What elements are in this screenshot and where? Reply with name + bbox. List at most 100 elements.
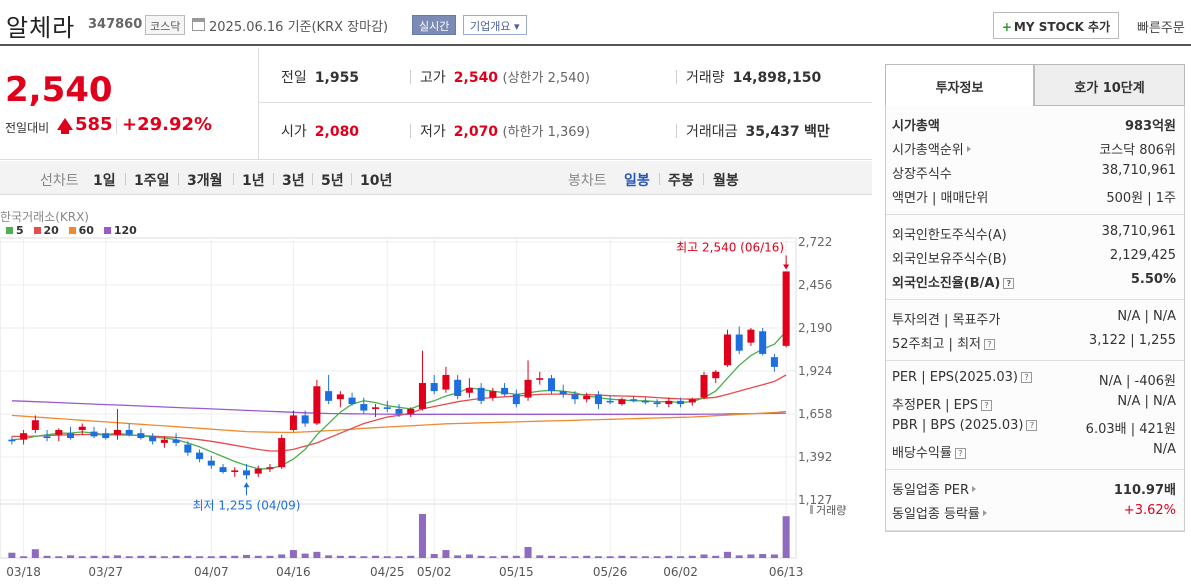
candle-body bbox=[231, 470, 239, 473]
x-tick-label: 06/02 bbox=[663, 565, 698, 579]
volume-label: 거래량 bbox=[816, 504, 846, 517]
candle-body bbox=[477, 387, 485, 401]
tab-3y[interactable]: 3년 bbox=[282, 173, 305, 189]
quick-order-link[interactable]: 빠른주문 bbox=[1137, 21, 1185, 36]
info-label[interactable]: 동일업종 PER bbox=[892, 479, 977, 498]
volume-bar bbox=[160, 556, 168, 558]
realtime-button[interactable]: 실시간 bbox=[412, 15, 457, 35]
info-row: 투자의견 | 목표주가 N/A | N/A bbox=[892, 306, 1178, 330]
candle-body bbox=[348, 397, 356, 405]
candle-body bbox=[618, 399, 626, 405]
tab-daily[interactable]: 일봉 bbox=[624, 173, 650, 189]
chart-period-tabs: 선차트 1일 1주일 3개월 1년 3년 5년 10년 봉차트 일봉 주봉 월봉 bbox=[0, 161, 872, 195]
y-tick-label: 2,722 bbox=[798, 235, 832, 249]
candle-body bbox=[219, 467, 227, 473]
divider bbox=[125, 173, 126, 185]
tab-monthly[interactable]: 월봉 bbox=[713, 173, 739, 189]
tab-5y[interactable]: 5년 bbox=[321, 173, 344, 189]
tab-10y[interactable]: 10년 bbox=[360, 173, 393, 189]
help-icon[interactable]: ? bbox=[954, 448, 966, 459]
info-row: PER | EPS(2025.03)? N/A | -406원 bbox=[892, 367, 1178, 391]
tab-1d[interactable]: 1일 bbox=[93, 173, 116, 189]
info-value: 110.97배 bbox=[1113, 483, 1176, 498]
volume-bar bbox=[770, 554, 778, 558]
volume-bar bbox=[383, 556, 391, 558]
help-icon[interactable]: ? bbox=[1026, 420, 1038, 431]
turnover: 거래대금 35,437 백만 bbox=[686, 124, 830, 140]
info-label: 배당수익률? bbox=[892, 442, 966, 461]
up-arrow-icon bbox=[57, 118, 73, 134]
company-overview-dropdown[interactable]: 기업개요 ▾ bbox=[463, 15, 527, 35]
divider bbox=[233, 173, 234, 185]
candle-body bbox=[594, 394, 602, 405]
info-label: PER | EPS(2025.03)? bbox=[892, 370, 1032, 385]
plus-icon: + bbox=[1001, 20, 1012, 34]
tab-orderbook-10[interactable]: 호가 10단계 bbox=[1034, 64, 1185, 106]
x-tick-label: 04/07 bbox=[194, 565, 229, 579]
info-value: N/A bbox=[1153, 442, 1176, 457]
low-arrow-head bbox=[243, 482, 250, 488]
info-label[interactable]: 동일업종 등락률 bbox=[892, 503, 987, 522]
volume-bar bbox=[254, 555, 262, 558]
tab-1y[interactable]: 1년 bbox=[242, 173, 265, 189]
candle-body bbox=[665, 400, 673, 405]
volume-bar bbox=[630, 556, 638, 558]
x-tick-label: 03/18 bbox=[6, 565, 41, 579]
candle-body bbox=[336, 394, 344, 400]
x-tick-label: 06/13 bbox=[769, 565, 804, 579]
divider bbox=[273, 173, 274, 185]
candle-body bbox=[67, 433, 75, 439]
help-icon[interactable]: ? bbox=[984, 339, 995, 350]
chart-legend: 5 20 60 120 bbox=[6, 224, 143, 237]
calendar-icon bbox=[192, 18, 205, 31]
add-mystock-button[interactable]: + MY STOCK 추가 bbox=[993, 12, 1119, 39]
candle-body bbox=[43, 436, 51, 439]
info-value: 983억원 bbox=[1124, 119, 1176, 134]
line-chart-label[interactable]: 선차트 bbox=[40, 173, 79, 189]
chevron-right-icon bbox=[982, 510, 987, 516]
info-label[interactable]: 시가총액순위 bbox=[892, 139, 971, 158]
candle-body bbox=[137, 433, 145, 439]
divider bbox=[410, 124, 411, 138]
tab-3m[interactable]: 3개월 bbox=[187, 173, 223, 189]
info-row: 배당수익률? N/A bbox=[892, 439, 1178, 463]
candle-body bbox=[700, 374, 708, 398]
volume-bar bbox=[184, 555, 192, 558]
volume-bar bbox=[196, 556, 204, 558]
tab-investment-info[interactable]: 투자정보 bbox=[885, 64, 1034, 106]
volume-bar bbox=[20, 556, 28, 558]
help-icon[interactable]: ? bbox=[1003, 278, 1015, 289]
help-icon[interactable]: ? bbox=[980, 400, 992, 411]
divider bbox=[676, 124, 677, 138]
candle-body bbox=[407, 408, 415, 414]
change-label: 전일대비 bbox=[5, 121, 50, 135]
price-chart[interactable]: 한국거래소(KRX) 5 20 60 120 2,722 2,456 2,190 1,… bbox=[0, 196, 872, 588]
volume-legend-swatch bbox=[810, 505, 813, 514]
volume-bar bbox=[677, 556, 685, 558]
info-row: 동일업종 PER 110.97배 bbox=[892, 476, 1178, 500]
candle-chart-label[interactable]: 봉차트 bbox=[568, 173, 607, 189]
info-label: 추정PER | EPS? bbox=[892, 394, 992, 413]
tab-weekly[interactable]: 주봉 bbox=[668, 173, 694, 189]
volume-bar bbox=[489, 556, 497, 558]
volume-bar bbox=[594, 556, 602, 558]
candle-body bbox=[125, 429, 133, 435]
volume-bar bbox=[90, 555, 98, 558]
volume-bar bbox=[78, 556, 86, 558]
divider bbox=[312, 173, 313, 185]
volume-bar bbox=[559, 556, 567, 558]
info-label: 시가총액 bbox=[892, 119, 940, 134]
candle-body bbox=[688, 399, 696, 403]
candlestick-chart[interactable]: 2,722 2,456 2,190 1,924 1,658 1,392 1,127 03/18… bbox=[0, 196, 872, 588]
candle-body bbox=[536, 378, 544, 380]
help-icon[interactable]: ? bbox=[1020, 372, 1032, 383]
tab-1w[interactable]: 1주일 bbox=[134, 173, 170, 189]
candle-body bbox=[559, 391, 567, 395]
investment-info-body: 시가총액 983억원 시가총액순위 코스닥 806위 상장주식수 38,710,961 액면… bbox=[885, 106, 1185, 532]
volume-bar bbox=[512, 555, 520, 558]
candle-body bbox=[31, 420, 39, 430]
candle-body bbox=[782, 271, 790, 346]
candle-body bbox=[770, 357, 778, 367]
x-tick-label: 04/16 bbox=[276, 565, 311, 579]
